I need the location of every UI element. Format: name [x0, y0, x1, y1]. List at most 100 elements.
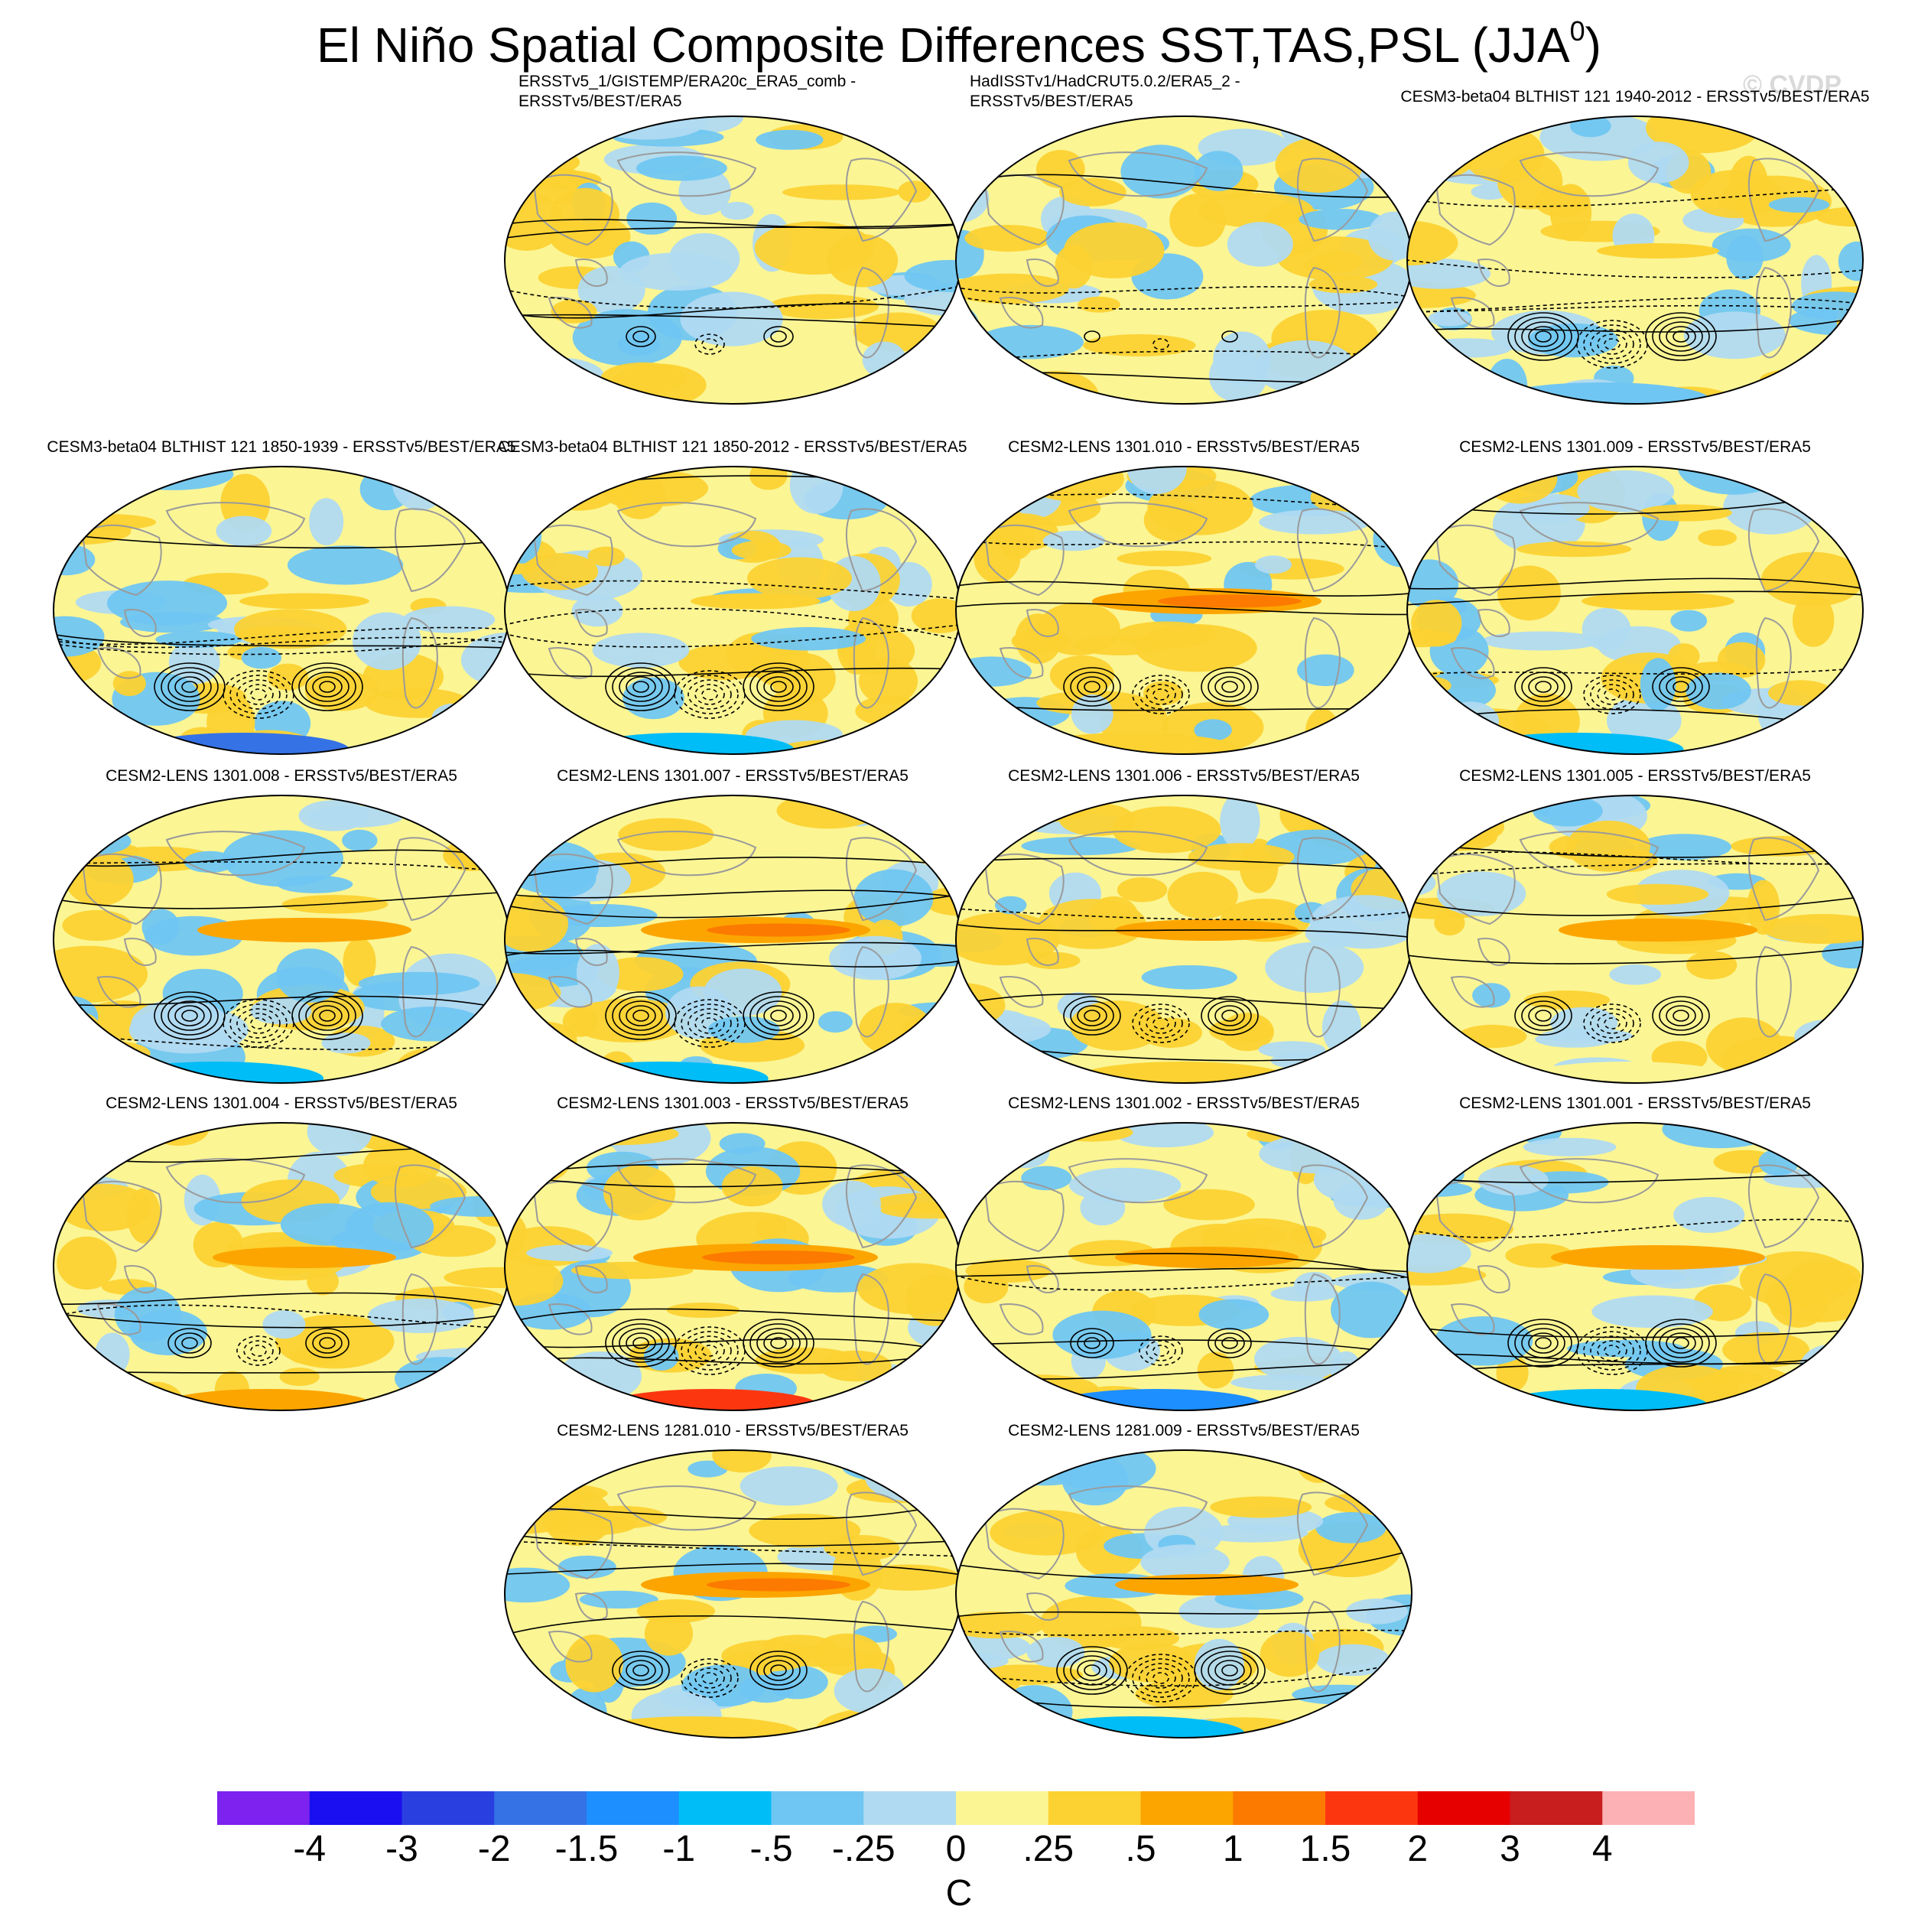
psl-contour: [305, 672, 349, 702]
psl-contour: [1583, 1331, 1641, 1371]
psl-contour: [1146, 1013, 1176, 1034]
colorbar-swatch: [771, 1791, 864, 1825]
coastline: [401, 945, 438, 1038]
anomaly-patch: [1230, 1374, 1334, 1390]
psl-contour: [1221, 330, 1238, 343]
psl-contour: [1507, 1319, 1579, 1368]
anomaly-patch: [505, 730, 551, 754]
panel-title-line: CESM2-LENS 1301.003 - ERSSTv5/BEST/ERA5: [557, 1094, 909, 1112]
anomaly-patch: [1434, 1316, 1533, 1366]
anomaly-patch: [1792, 1052, 1851, 1083]
anomaly-patch: [626, 202, 678, 235]
nino-core: [1158, 594, 1302, 608]
coastline: [1026, 938, 1059, 966]
map-outline: [1406, 795, 1864, 1084]
anomaly-patch: [505, 1470, 535, 1512]
psl-contour: [1652, 1323, 1710, 1363]
psl-contour: [250, 1017, 267, 1029]
psl-contour: [1208, 1000, 1252, 1031]
panel-title: CESM2-LENS 1281.009 - ERSSTv5/BEST/ERA5: [947, 1421, 1421, 1441]
anomaly-patch: [1472, 983, 1510, 1008]
anomaly-patch: [1194, 151, 1243, 191]
coastline: [999, 647, 1044, 679]
anomaly-patch: [1200, 1224, 1288, 1247]
psl-contour: [505, 1615, 961, 1636]
psl-contour: [763, 1660, 794, 1681]
global-map: [504, 466, 961, 755]
global-map: [955, 1449, 1412, 1738]
psl-contour: [1583, 324, 1641, 364]
coastline: [1747, 1164, 1820, 1249]
anomaly-patch: [857, 1263, 961, 1315]
anomaly-patch: [505, 1256, 564, 1306]
anomaly-patch: [505, 149, 580, 175]
nino-tongue: [1582, 592, 1734, 610]
coastline: [1068, 1158, 1208, 1204]
anomaly-patch: [1698, 529, 1738, 546]
psl-contour: [1407, 1218, 1863, 1238]
anomaly-patch: [1198, 1299, 1269, 1331]
psl-contour: [505, 857, 961, 881]
anomaly-patch: [1407, 1052, 1458, 1083]
psl-contour: [688, 1663, 732, 1693]
anomaly-patch: [1496, 1354, 1529, 1392]
anomaly-patch: [514, 1021, 577, 1059]
nino-core: [260, 923, 395, 937]
anomaly-patch: [740, 1466, 838, 1506]
anomaly-patch: [54, 704, 93, 753]
coastline: [401, 616, 438, 709]
anomaly-patch: [1637, 834, 1731, 860]
psl-contour: [956, 993, 1412, 1010]
anomaly-patch: [1673, 1196, 1745, 1233]
coastline: [574, 938, 608, 966]
coastline: [1296, 837, 1369, 922]
psl-contour: [1139, 1663, 1183, 1693]
psl-contour: [619, 672, 663, 702]
anomaly-patch: [1686, 951, 1738, 980]
psl-contour: [1084, 1664, 1100, 1677]
psl-contour: [1139, 1008, 1183, 1039]
coastline: [983, 524, 1065, 597]
anomaly-patch: [1049, 655, 1115, 695]
anomaly-patch: [911, 598, 961, 633]
coastline: [1755, 945, 1792, 1038]
coastline: [1435, 174, 1516, 246]
anomaly-patch: [1407, 1123, 1471, 1144]
anomaly-patch: [1198, 1524, 1308, 1543]
nino-core: [1172, 1251, 1288, 1264]
anomaly-patch: [1549, 184, 1592, 242]
anomaly-patch: [235, 626, 333, 643]
psl-contour: [756, 1000, 801, 1031]
map-panel: CESM2-LENS 1301.001 - ERSSTv5/BEST/ERA5: [1406, 1094, 1864, 1430]
psl-contour: [1652, 667, 1710, 707]
anomaly-patch: [1227, 222, 1293, 267]
psl-contour: [956, 538, 1412, 551]
anomaly-patch: [1169, 194, 1226, 247]
anomaly-patch: [1794, 1020, 1859, 1055]
coastline: [1450, 647, 1495, 679]
anomaly-patch: [402, 606, 496, 633]
psl-contour: [174, 1332, 205, 1354]
psl-contour: [1221, 1664, 1238, 1677]
anomaly-patch: [1331, 1351, 1362, 1390]
coastline: [574, 1592, 608, 1621]
psl-contour: [694, 1667, 725, 1689]
anomaly-patch: [956, 656, 1032, 687]
antarctic-anomaly: [160, 1389, 375, 1410]
psl-contour: [605, 991, 677, 1040]
anomaly-patch: [1428, 310, 1472, 327]
coastline: [1519, 831, 1660, 877]
psl-contour: [54, 1312, 509, 1329]
psl-contour: [1214, 1005, 1245, 1026]
panel-title: CESM2-LENS 1281.010 - ERSSTv5/BEST/ERA5: [496, 1421, 970, 1441]
coastline: [1755, 616, 1792, 709]
psl-contour: [319, 681, 336, 693]
panel-title-line: CESM3-beta04 BLTHIST 121 1850-2012 - ERS…: [498, 438, 967, 456]
psl-contour: [743, 1319, 814, 1368]
coastline: [999, 976, 1044, 1008]
anomaly-patch: [64, 1013, 100, 1046]
psl-contour: [1077, 1005, 1107, 1026]
global-map: [1406, 795, 1864, 1084]
anomaly-patch: [747, 557, 852, 600]
anomaly-patch: [505, 895, 568, 952]
